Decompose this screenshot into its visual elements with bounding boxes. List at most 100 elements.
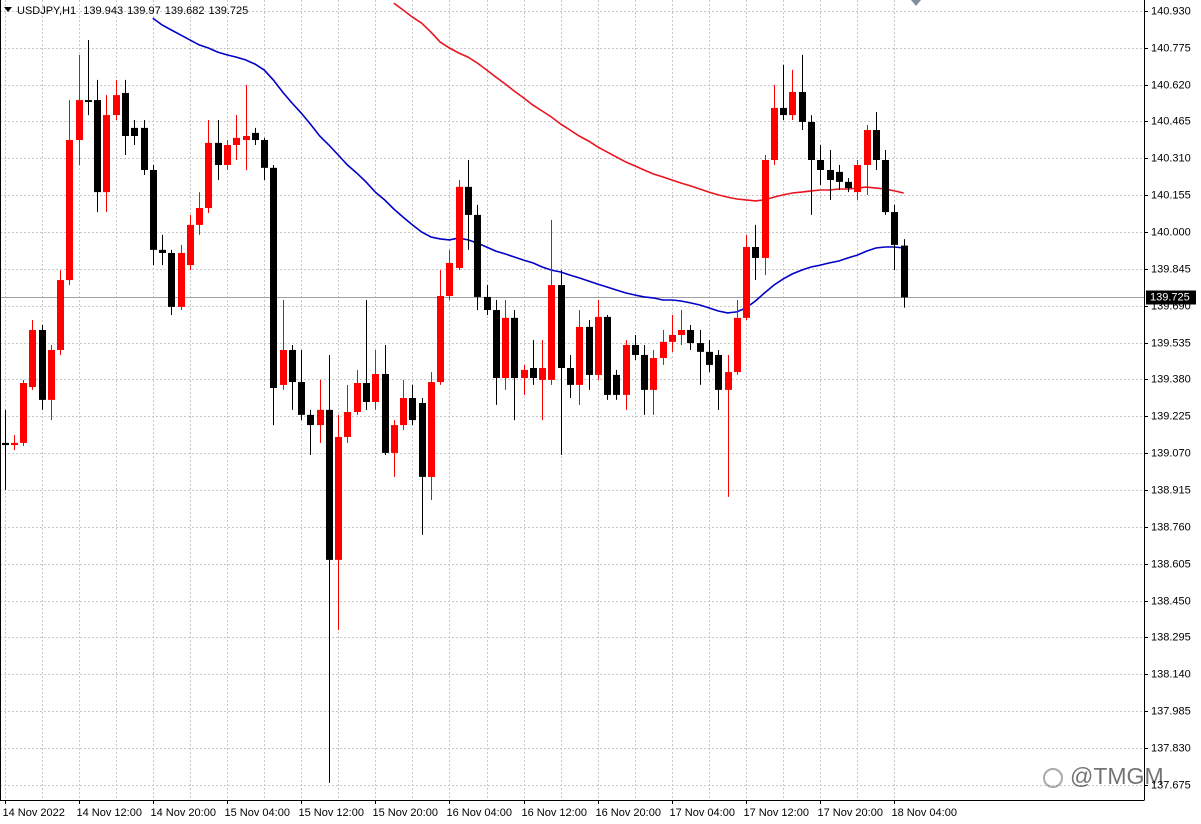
candle-body [29,329,36,388]
candle-body [103,115,110,193]
candle-body [400,397,407,426]
candle-body [57,280,64,350]
watermark: @TMGM [1043,763,1164,789]
candle-body [901,245,908,298]
y-tick-label: 139.535 [1151,337,1191,349]
candle-body [660,341,667,359]
candle-body [215,142,222,165]
candle-body [576,326,583,385]
y-tick-label: 137.985 [1151,705,1191,717]
y-tick-label: 140.620 [1151,79,1191,91]
axes: 140.930 140.775 140.620 140.465 140.310 140.1… [3,5,1196,819]
candle-body [465,186,472,215]
header-close: 139.725 [208,5,248,17]
candle-body [854,164,861,193]
chart-header: USDJPY,H1 139.943 139.97 139.682 139.725 [17,5,248,17]
header-open: 139.943 [83,5,123,17]
y-tick-label: 138.760 [1151,521,1191,533]
candle-body [882,160,889,213]
candle-body [762,160,769,258]
candle-body [752,247,759,258]
candle-body [595,316,602,375]
y-tick-label: 138.295 [1151,631,1191,643]
plot [0,2,1144,783]
x-tick-label: 17 Nov 12:00 [744,807,809,819]
candle-body [623,344,630,395]
y-tick-label: 137.675 [1151,779,1191,791]
x-tick-label: 18 Nov 04:00 [892,807,957,819]
watermark-logo [1043,768,1063,788]
candle-body [845,181,852,189]
candle-body [363,383,370,403]
candle-body [113,95,120,116]
symbol-icon [4,7,12,12]
candle-body [873,130,880,160]
candle-body [502,317,509,379]
candle-body [706,351,713,365]
candle-body [94,100,101,193]
candle-body [484,296,491,311]
candle-body [141,127,148,170]
candle-body [2,442,9,446]
candle-body [85,100,92,102]
y-tick-label: 138.605 [1151,558,1191,570]
y-tick-label: 137.830 [1151,742,1191,754]
candle-body [122,92,129,136]
moving-average-line [393,2,904,202]
candle-body [641,354,648,390]
y-tick-label: 138.915 [1151,484,1191,496]
candle-body [280,349,287,385]
x-tick-label: 17 Nov 04:00 [670,807,735,819]
y-tick-label: 139.070 [1151,447,1191,459]
y-tick-label: 139.225 [1151,410,1191,422]
candle-body [159,249,166,253]
candle-body [289,349,296,383]
x-tick-label: 14 Nov 20:00 [151,807,216,819]
candle-body [354,383,361,413]
x-tick-label: 14 Nov 2022 [3,807,65,819]
x-tick-label: 15 Nov 04:00 [225,807,290,819]
candle-body [725,372,732,390]
y-tick-label: 140.155 [1151,189,1191,201]
candle-body [697,343,704,352]
candle-body [270,167,277,388]
candle-body [548,285,555,380]
y-tick-label: 140.465 [1151,115,1191,127]
candle-body [521,369,528,379]
x-tick-label: 17 Nov 20:00 [818,807,883,819]
y-tick-label: 138.450 [1151,595,1191,607]
grid [0,0,1144,800]
candle-body [391,425,398,453]
candle-body [771,107,778,160]
candle-body [233,137,240,146]
x-tick-label: 15 Nov 20:00 [373,807,438,819]
candle-body [864,130,871,165]
current-price-label: 139.725 [1150,291,1190,303]
candle-body [539,368,546,380]
candle-body [567,368,574,385]
candle-body [307,414,314,426]
candle-body [187,224,194,266]
candle-body [344,412,351,437]
candle-body [827,169,834,180]
candle-body [39,329,46,400]
candle-body [586,326,593,375]
candle-body [48,349,55,400]
candle-body [715,354,722,390]
candle-body [493,310,500,379]
candle-body [669,334,676,342]
candle-body [428,382,435,477]
candle-body [419,402,426,477]
candle-body [20,383,27,443]
candle-body [650,358,657,390]
candle-body [613,374,620,395]
candle-body [335,436,342,560]
candle-body [891,212,898,245]
candle-body [446,262,453,296]
candle-body [326,409,333,560]
candle-body [437,295,444,383]
candle-body [780,107,787,116]
x-tick-label: 16 Nov 12:00 [522,807,587,819]
moving-average-line [152,17,904,314]
